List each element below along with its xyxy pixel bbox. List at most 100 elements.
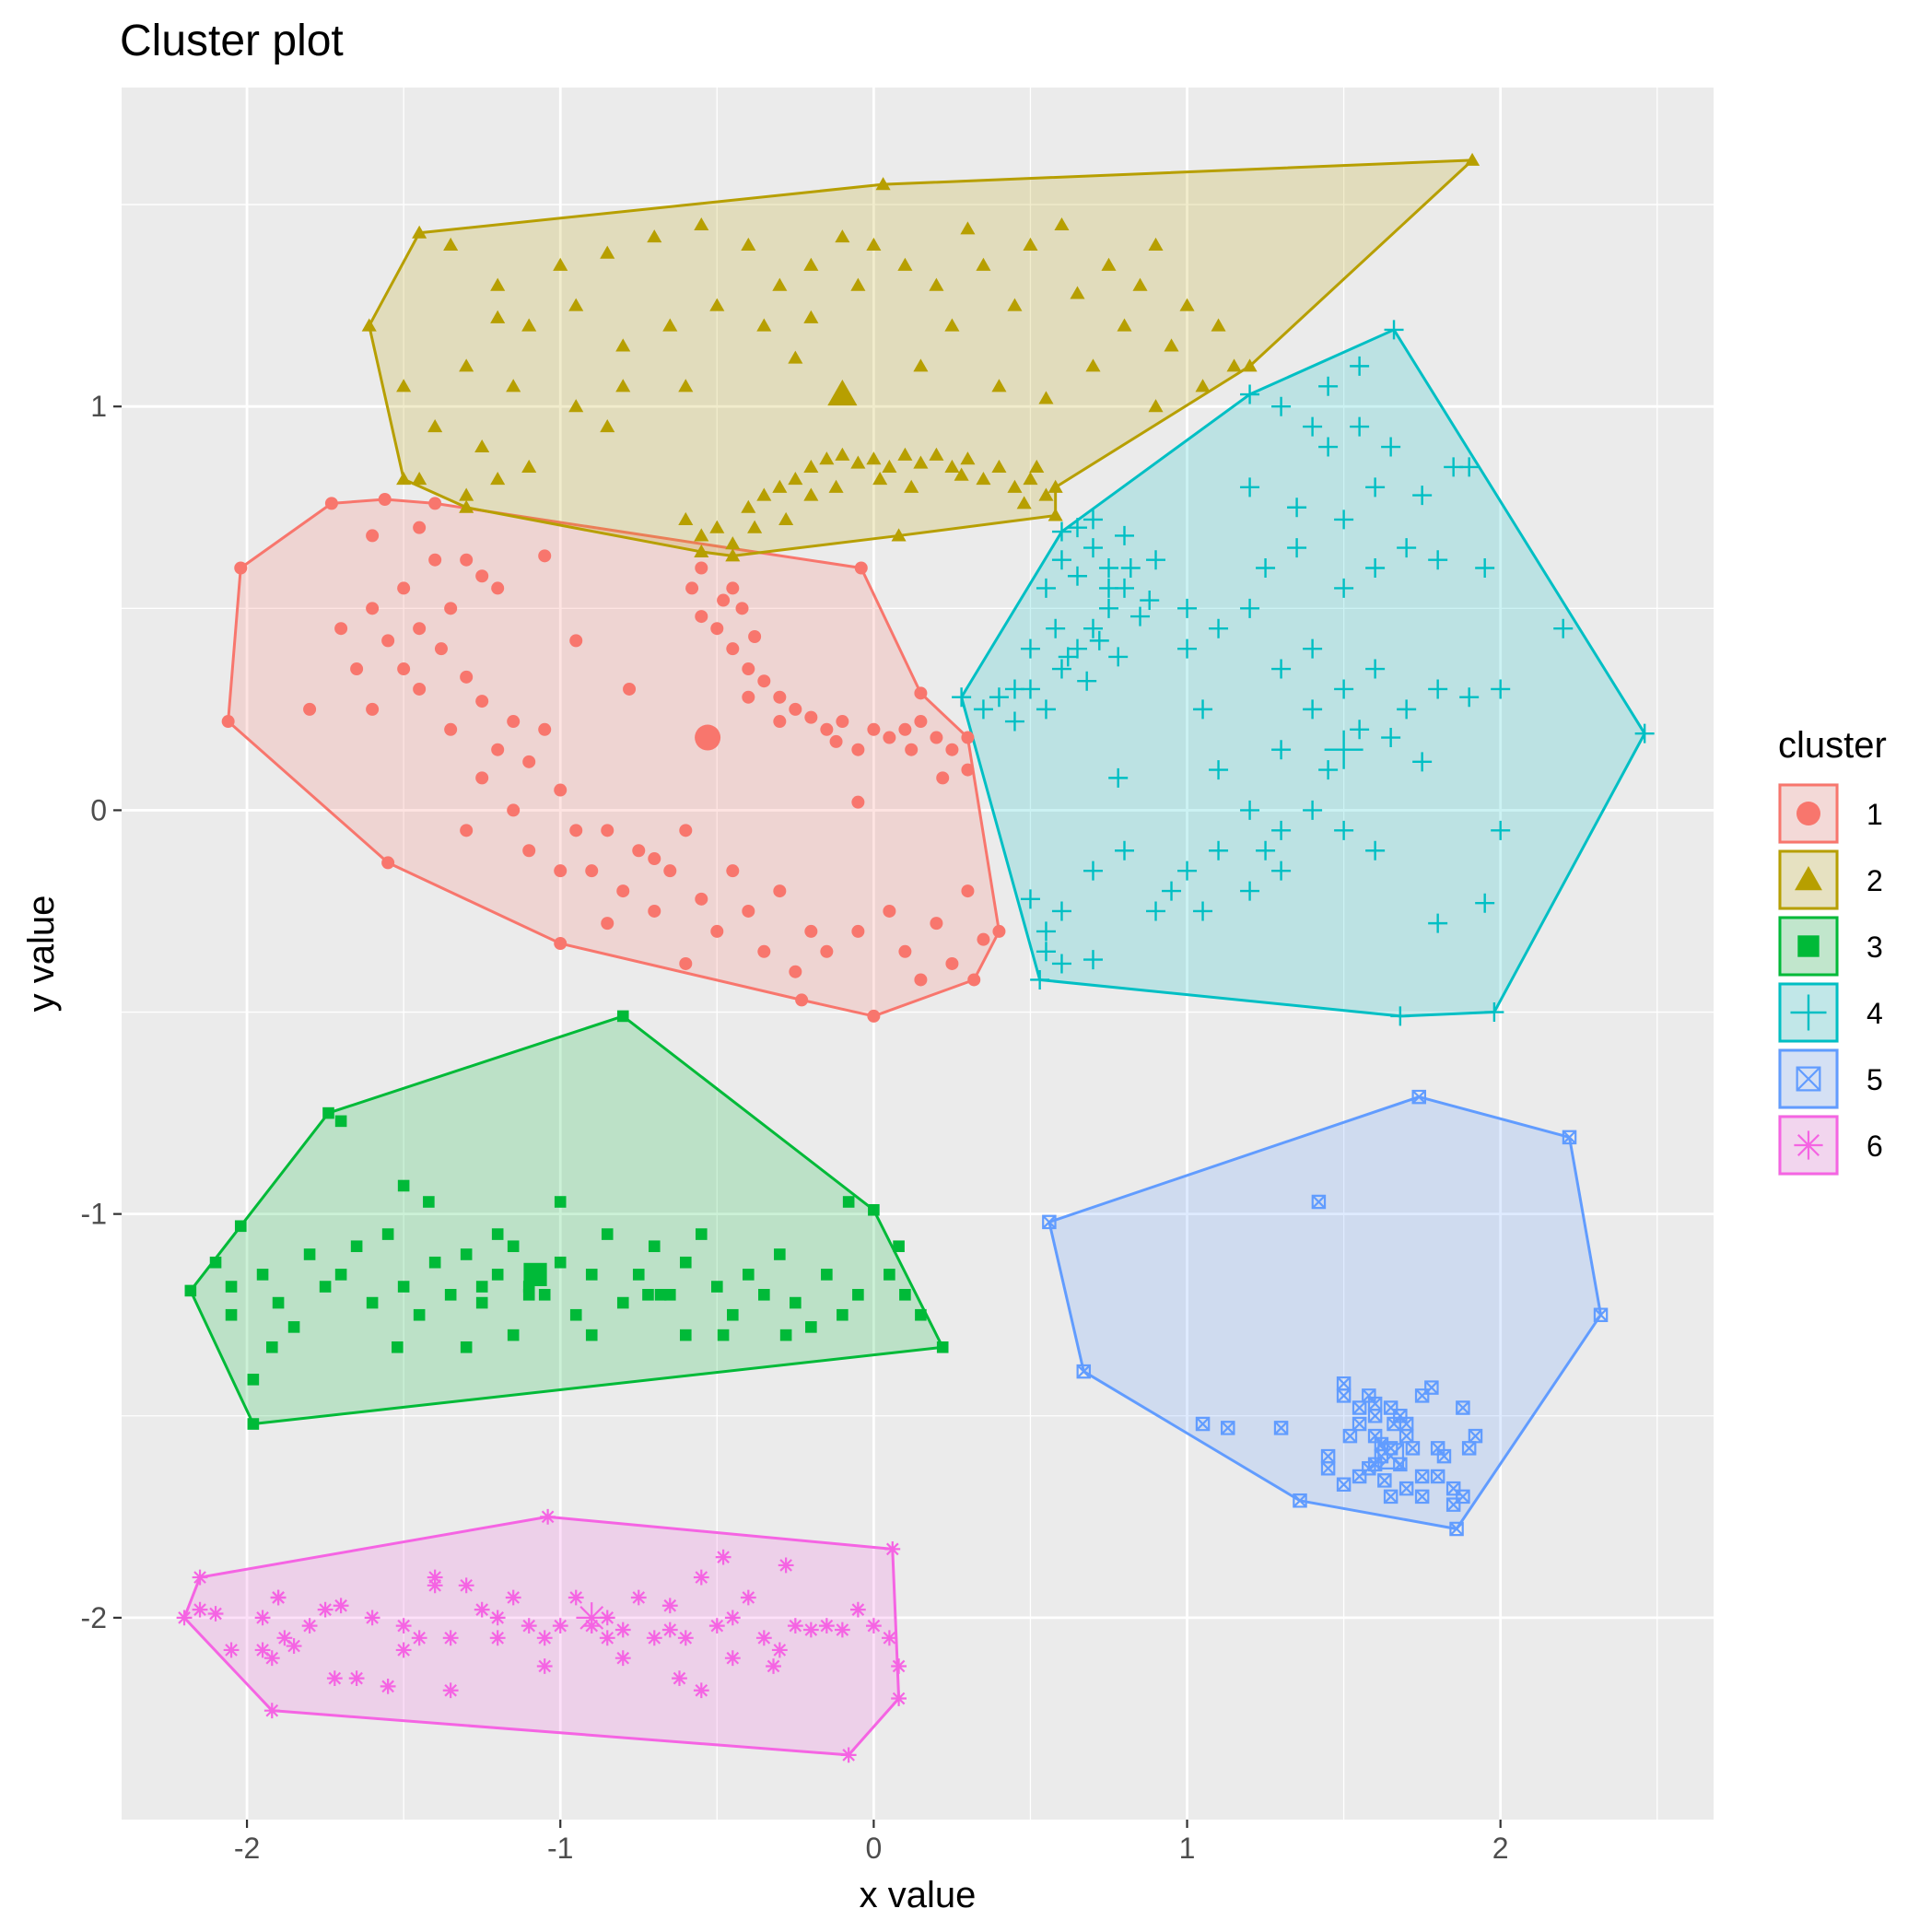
cluster-4-point [1083,618,1103,638]
cluster-5-point [1430,1441,1445,1456]
cluster-6-point [276,1630,293,1646]
cluster-3-point [601,1228,614,1240]
cluster-1-point [648,904,661,918]
cluster-4-point [1051,550,1071,570]
cluster-6-point [411,1630,427,1646]
cluster-2-point [1054,217,1070,231]
cluster-4-point [1491,679,1511,699]
cluster-5-point [1411,1089,1426,1105]
cluster-4-point [1271,740,1292,760]
cluster-5-point [1414,1489,1430,1505]
cluster-1-point [444,722,458,736]
cluster-1-point [685,581,699,595]
cluster-4-point [1428,913,1448,933]
cluster-1-point [898,722,912,736]
cluster-1-point [491,743,505,756]
cluster-6-point [536,1658,553,1674]
cluster-4-point [1240,477,1260,498]
legend-label-2: 2 [1867,864,1883,897]
cluster-5-point [1273,1421,1289,1435]
cluster-3-point [727,1308,739,1321]
legend-key-2 [1778,849,1839,910]
cluster-4-point [1397,699,1417,720]
cluster-3-point [209,1256,222,1269]
cluster-6-point [599,1630,615,1646]
cluster-6-point [395,1618,412,1634]
cluster-1-point [679,824,693,837]
cluster-6-point [787,1618,803,1634]
cluster-1-point [522,755,536,768]
cluster-1-point [748,629,762,643]
cluster-4-point [1491,820,1511,840]
cluster-4-point [1089,630,1109,650]
cluster-1-point [569,634,583,648]
cluster-3-point [247,1418,260,1430]
cluster-6-point [348,1670,365,1687]
cluster-4-point [1318,760,1339,780]
cluster-2-point [891,528,907,542]
cluster-2-point [1007,479,1023,493]
cluster-6-point [442,1682,459,1699]
cluster-3-point [475,1296,488,1309]
legend-label-6: 6 [1867,1130,1883,1163]
cluster-4-point [1475,557,1495,578]
cluster-6-point [715,1549,731,1565]
cluster-6-point [891,1691,907,1706]
cluster-1-point [303,702,317,716]
cluster-2-point [459,358,474,372]
legend-symbol-1 [1796,802,1820,825]
cluster-3-point [184,1284,197,1297]
cluster-1-point [378,492,392,506]
cluster-1-point [460,670,474,684]
cluster-6-point [270,1589,287,1606]
cluster-1-point [961,731,975,744]
cluster-1-point [623,682,637,696]
cluster-1-point [914,686,928,700]
cluster-1-point [475,569,489,583]
y-tick-label: -1 [81,1198,107,1231]
cluster-1-point [601,917,614,931]
cluster-4-point [1020,638,1040,659]
cluster-3-point [915,1308,927,1321]
cluster-5-point [1593,1307,1609,1322]
cluster-6-point [552,1618,568,1634]
cluster-2-point [1007,298,1023,311]
cluster-3-point [507,1329,520,1341]
cluster-5-point [1436,1448,1452,1464]
cluster-1-point [836,715,849,729]
cluster-6-center [576,1602,608,1633]
cluster-3-point [842,1196,855,1208]
cluster-2-point [828,479,844,493]
cluster-3-point [642,1289,654,1301]
cluster-3-point [397,1281,410,1293]
cluster-6-point [326,1670,343,1687]
cluster-2-point [568,298,584,311]
cluster-2-point [1132,277,1148,291]
cluster-4-point [1146,901,1166,921]
cluster-4-point [1177,598,1198,618]
legend-label-1: 1 [1867,798,1883,831]
cluster-4-point [1051,901,1071,921]
cluster-3-point [893,1240,905,1253]
cluster-1-point [936,771,950,785]
cluster-1-point [930,731,943,744]
cluster-2-point [788,350,803,364]
cluster-1-point [851,743,865,756]
cluster-4-point [1051,954,1071,974]
cluster-1-point [475,771,489,785]
cluster-5-point [1383,1489,1399,1505]
cluster-3-point [821,1269,833,1281]
cluster-6-point [427,1577,443,1594]
legend-symbol-3 [1797,935,1820,957]
cluster-4-point [1303,800,1323,820]
cluster-4-point [1350,416,1370,437]
cluster-4-point [1067,566,1087,586]
cluster-6-point [540,1508,556,1525]
cluster-1-point [585,864,599,878]
cluster-6-point [646,1630,662,1646]
cluster-6-point [661,1598,678,1614]
cluster-6-point [427,1569,443,1586]
cluster-2-point [1211,318,1226,332]
cluster-6-point [442,1630,459,1646]
cluster-3-point [648,1240,661,1253]
